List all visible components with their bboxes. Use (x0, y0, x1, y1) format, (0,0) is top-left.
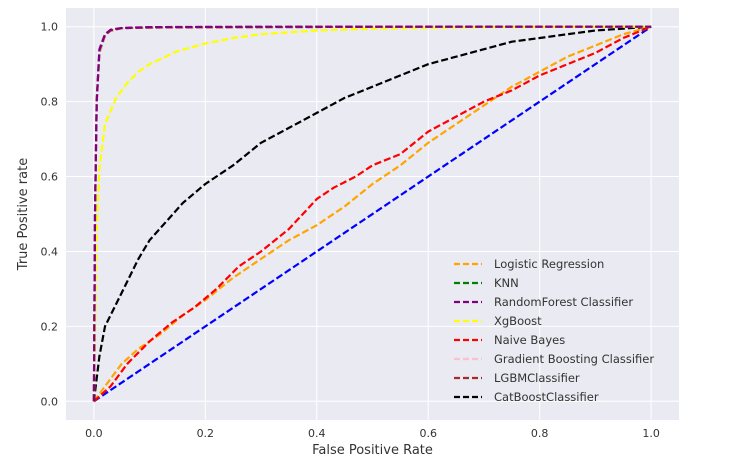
y-axis-label: True Positive rate (16, 158, 31, 271)
legend-label-logistic-regression: Logistic Regression (494, 257, 604, 271)
legend-label-knn: KNN (494, 276, 519, 290)
y-tick-label: 0.0 (41, 395, 59, 408)
y-tick-label: 0.2 (41, 320, 59, 333)
series-line-catboostclassifier (92, 25, 652, 402)
y-tick-label: 0.6 (41, 171, 59, 184)
y-tick-labels: 0.0 0.2 0.4 0.6 0.8 1.0 (41, 21, 59, 409)
x-tick-labels: 0.0 0.2 0.4 0.6 0.8 1.0 (85, 427, 660, 440)
y-tick-label: 0.4 (41, 245, 59, 258)
series-line-logistic-regression (93, 25, 652, 402)
legend-label-xgboost: XgBoost (494, 314, 542, 328)
legend-label-naive-bayes: Naive Bayes (494, 333, 565, 347)
legend-label-catboostclassifier: CatBoostClassifier (494, 390, 599, 404)
legend-label-lgbmclassifier: LGBMClassifier (494, 371, 580, 385)
x-tick-label: 0.2 (197, 427, 215, 440)
x-tick-label: 0.6 (419, 427, 437, 440)
legend-label-randomforest-classifier: RandomForest Classifier (494, 295, 633, 309)
series-line-randomforest-classifier (92, 25, 652, 402)
series-line-diagonal-reference (93, 25, 652, 403)
x-tick-label: 0.8 (531, 427, 549, 440)
x-tick-label: 1.0 (642, 427, 660, 440)
x-tick-label: 0.0 (85, 427, 103, 440)
legend: Logistic Regression KNN RandomForest Class… (454, 257, 654, 404)
legend-label-gradient-boosting-classifier: Gradient Boosting Classifier (494, 352, 654, 366)
x-tick-label: 0.4 (308, 427, 326, 440)
series-lines (92, 25, 652, 403)
series-line-xgboost (92, 25, 652, 402)
y-tick-label: 0.8 (41, 96, 59, 109)
series-line-naive-bayes (93, 25, 652, 403)
x-axis-label: False Positive Rate (312, 443, 433, 458)
y-tick-label: 1.0 (41, 21, 59, 34)
